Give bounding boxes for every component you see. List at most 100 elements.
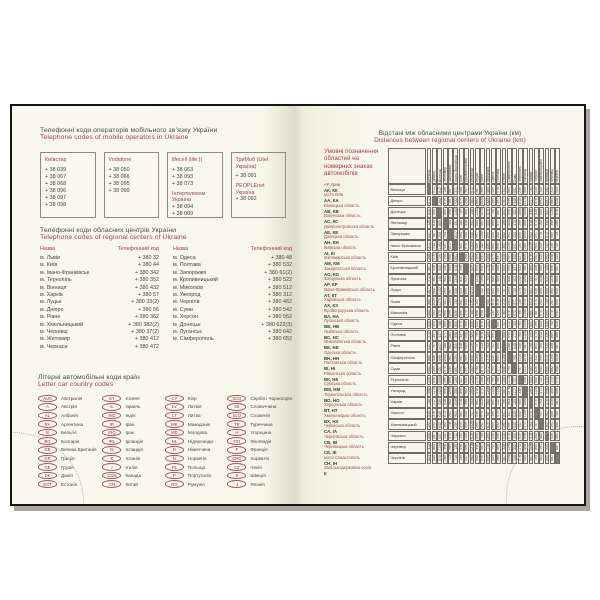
matrix-distance-value: 628 bbox=[533, 209, 538, 216]
matrix-cell: 333 bbox=[528, 273, 534, 285]
matrix-cell: 500 bbox=[437, 262, 443, 274]
matrix-cell: 601 bbox=[512, 184, 518, 196]
matrix-distance-value: 889 bbox=[496, 444, 501, 451]
matrix-distance-value: 868 bbox=[475, 309, 480, 316]
matrix-cell: 307 bbox=[464, 184, 469, 196]
car-country-name: Ірландія bbox=[125, 438, 144, 444]
matrix-distance-value: 730 bbox=[426, 399, 431, 406]
matrix-cell: 1047 bbox=[437, 341, 443, 352]
car-code-row: IL Ізраїль bbox=[102, 403, 158, 412]
matrix-cell: 696 bbox=[549, 262, 555, 274]
matrix-cell: 467 bbox=[555, 341, 561, 352]
matrix-cell: 576 bbox=[528, 408, 534, 419]
matrix-cell: 1000 bbox=[507, 217, 512, 229]
matrix-cell: 691 bbox=[491, 396, 496, 408]
car-code-badge: A bbox=[38, 403, 57, 411]
car-code-badge: AL bbox=[38, 411, 57, 420]
matrix-row-label: Запоріжжя bbox=[388, 229, 426, 240]
matrix-cell bbox=[432, 195, 437, 207]
legend-region-codes: ВТ, НТ bbox=[324, 408, 338, 414]
matrix-distance-value: 287 bbox=[544, 198, 549, 204]
matrix-distance-value: 306 bbox=[491, 265, 496, 272]
matrix-cell: 397 bbox=[512, 262, 518, 274]
operator-name: ТриМоб (Utel Україна) bbox=[235, 157, 269, 170]
matrix-distance-value: 869 bbox=[437, 220, 442, 227]
matrix-cell: 700 bbox=[555, 408, 561, 419]
matrix-distance-value: 128 bbox=[442, 186, 447, 193]
matrix-distance-value: 1182 bbox=[437, 241, 442, 250]
matrix-distance-value: 625 bbox=[533, 365, 538, 372]
matrix-distance-value: 810 bbox=[432, 377, 437, 383]
matrix-cell: 158 bbox=[501, 374, 507, 386]
matrix-distance-value: 643 bbox=[496, 354, 501, 361]
matrix-distance-value: 619 bbox=[544, 276, 549, 283]
matrix-distance-value: 282 bbox=[448, 332, 453, 339]
matrix-cell: 1502 bbox=[469, 385, 475, 397]
car-country-name: Польща bbox=[187, 464, 206, 470]
matrix-cell: 796 bbox=[528, 341, 534, 352]
operator-code: + 38 099 bbox=[108, 187, 130, 194]
matrix-row-label: Черкаси bbox=[388, 430, 426, 442]
matrix-distance-value: 141 bbox=[496, 399, 501, 406]
matrix-distance-value: 554 bbox=[507, 265, 512, 272]
matrix-distance-value: 974 bbox=[480, 410, 485, 417]
car-code-row: D Німеччина bbox=[164, 446, 221, 455]
matrix-cell: 891 bbox=[512, 240, 518, 252]
matrix-distance-value: 936 bbox=[533, 287, 538, 294]
city-name: м. Луганськ bbox=[173, 329, 202, 336]
matrix-distance-value: 576 bbox=[426, 332, 431, 339]
matrix-distance-value: 333 bbox=[464, 231, 469, 238]
matrix-distance-value: 1231 bbox=[507, 241, 512, 250]
matrix-cell: 906 bbox=[480, 307, 486, 319]
regional-code-row: м. Полтава + 380 532 bbox=[173, 262, 292, 269]
matrix-cell: 878 bbox=[555, 206, 561, 218]
matrix-distance-value: 510 bbox=[507, 321, 512, 327]
matrix-cell: 538 bbox=[458, 441, 464, 453]
city-name: м. Житомир bbox=[40, 336, 70, 343]
matrix-distance-value: 403 bbox=[475, 253, 480, 260]
matrix-distance-value: 1284 bbox=[523, 398, 528, 407]
city-code: + 380 462 bbox=[267, 299, 292, 306]
matrix-distance-value: 213 bbox=[480, 343, 485, 350]
car-country-name: Велика Британія bbox=[61, 447, 97, 453]
city-name: м. Харків bbox=[40, 292, 63, 299]
matrix-cell: 397 bbox=[464, 363, 469, 375]
matrix-distance-value: 280 bbox=[453, 388, 458, 395]
matrix-distance-value: 440 bbox=[469, 231, 474, 238]
car-code-badge: NL bbox=[164, 437, 184, 446]
matrix-distance-value: 554 bbox=[464, 354, 469, 361]
matrix-cell: 1025 bbox=[469, 419, 475, 431]
matrix-cell: 936 bbox=[474, 408, 480, 419]
matrix-distance-value: 475 bbox=[458, 321, 463, 327]
matrix-cell: 576 bbox=[555, 374, 561, 386]
matrix-cell: 421 bbox=[437, 363, 443, 375]
matrix-distance-value: 128 bbox=[426, 220, 431, 227]
matrix-row-label: Луганськ bbox=[388, 273, 426, 285]
matrix-cell: 541 bbox=[458, 296, 464, 308]
matrix-cell: 152 bbox=[474, 296, 480, 308]
car-code-badge: E bbox=[102, 454, 122, 463]
matrix-distance-value: 538 bbox=[550, 253, 555, 260]
matrix-distance-value: 1120 bbox=[491, 387, 496, 395]
matrix-distance-value: 1214 bbox=[469, 286, 474, 295]
matrix-distance-value: 467 bbox=[501, 455, 506, 462]
matrix-distance-value: 340 bbox=[426, 432, 431, 439]
matrix-distance-value: 311 bbox=[533, 354, 538, 361]
matrix-cell: 609 bbox=[464, 341, 469, 352]
matrix-cell: 740 bbox=[496, 285, 502, 296]
matrix-distance-value: 982 bbox=[464, 388, 469, 395]
matrix-cell: 704 bbox=[448, 217, 453, 229]
matrix-distance-value: 704 bbox=[448, 220, 453, 227]
car-code-badge: IRQ bbox=[102, 428, 122, 437]
matrix-cell: 361 bbox=[507, 229, 512, 240]
matrix-distance-value: 300 bbox=[501, 242, 506, 249]
matrix-cell: 998 bbox=[523, 430, 528, 442]
matrix-distance-value: 564 bbox=[448, 253, 453, 260]
matrix-cell: 569 bbox=[442, 318, 448, 330]
matrix-distance-value: 323 bbox=[485, 198, 490, 204]
matrix-distance-value: 1190 bbox=[550, 353, 555, 362]
matrix-cell bbox=[512, 363, 518, 375]
matrix-cell: 657 bbox=[448, 184, 453, 196]
matrix-row: Сімферополь 860 446 698 1000 361 1231 941 554 846… bbox=[388, 352, 561, 363]
matrix-distance-value: 132 bbox=[480, 242, 485, 249]
